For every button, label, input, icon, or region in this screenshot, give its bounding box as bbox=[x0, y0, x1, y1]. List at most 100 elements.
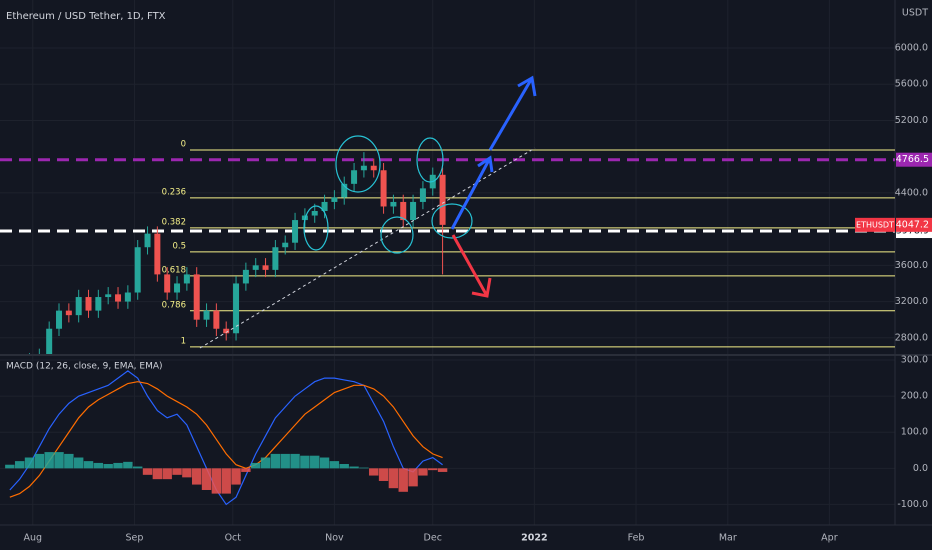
histogram-bar bbox=[359, 467, 369, 469]
candle-body bbox=[164, 274, 171, 293]
histogram-bar bbox=[290, 453, 300, 469]
candle-body bbox=[213, 310, 220, 329]
x-tick-label: Apr bbox=[821, 533, 838, 544]
candle-body bbox=[252, 265, 259, 270]
candle-body bbox=[410, 201, 417, 221]
y-tick-label: 5200.0 bbox=[895, 115, 928, 126]
candle-body bbox=[360, 165, 367, 171]
macd-line bbox=[9, 370, 443, 506]
candle-body bbox=[193, 274, 200, 320]
histogram-bar bbox=[5, 464, 15, 469]
candle-body bbox=[282, 242, 289, 248]
candle-body bbox=[311, 211, 318, 216]
candle-body bbox=[56, 310, 63, 329]
candle-body bbox=[124, 292, 131, 302]
histogram-bar bbox=[34, 453, 45, 469]
histogram-bar bbox=[369, 468, 379, 476]
chart-title: Ethereum / USD Tether, 1D, FTX bbox=[6, 11, 166, 22]
histogram-bar bbox=[349, 466, 359, 469]
histogram-bar bbox=[201, 468, 212, 490]
up-arrow bbox=[450, 155, 494, 230]
axes: 6000.0 5600.0 5200.0 4400.0 3600.0 3200.0 2800… bbox=[23, 42, 932, 544]
y-tick-label: 3200.0 bbox=[895, 296, 928, 307]
down-arrow bbox=[451, 234, 492, 298]
circle bbox=[416, 137, 444, 183]
histogram-bar bbox=[398, 468, 408, 492]
y-tick-label: -100.0 bbox=[897, 499, 928, 510]
candle-body bbox=[272, 247, 279, 270]
fib-label: 0.5 bbox=[172, 241, 186, 251]
candle-body bbox=[65, 310, 72, 316]
histogram-bar bbox=[241, 468, 251, 472]
circle bbox=[380, 216, 414, 254]
candle-body bbox=[75, 297, 82, 316]
up-arrow bbox=[488, 75, 537, 151]
fib-label: 0.786 bbox=[162, 300, 186, 310]
histogram-bar bbox=[132, 466, 143, 469]
histogram-bar bbox=[300, 455, 310, 469]
candle-body bbox=[115, 294, 122, 302]
last-price-box bbox=[896, 217, 932, 232]
histogram-bar bbox=[113, 462, 123, 469]
x-tick-label: 2022 bbox=[521, 533, 547, 544]
candle-body bbox=[292, 220, 299, 243]
histogram-bar bbox=[280, 453, 290, 469]
macd-title: MACD (12, 26, close, 9, EMA, EMA) bbox=[6, 362, 163, 372]
candle-body bbox=[321, 201, 328, 212]
histogram-bar bbox=[428, 468, 438, 471]
histogram-bar bbox=[142, 468, 153, 475]
candle-body bbox=[380, 170, 387, 207]
histogram-bar bbox=[152, 468, 163, 480]
candle-body bbox=[439, 174, 446, 225]
circle bbox=[335, 135, 381, 193]
histogram-bar bbox=[73, 457, 84, 469]
candle-body bbox=[233, 283, 240, 334]
y-tick-label: 5600.0 bbox=[895, 79, 928, 90]
candle-body bbox=[46, 328, 53, 354]
histogram-bar bbox=[123, 461, 133, 469]
candle-body bbox=[341, 183, 348, 198]
candle-body bbox=[262, 265, 269, 270]
histogram-bar bbox=[162, 468, 172, 480]
histogram-bar bbox=[378, 468, 389, 481]
histogram-bar bbox=[221, 468, 231, 494]
y-tick-label: 200.0 bbox=[901, 391, 928, 402]
histogram-bar bbox=[339, 464, 349, 469]
histogram-bar bbox=[103, 464, 113, 469]
histogram-bar bbox=[211, 468, 222, 494]
last-price: 4047.2 bbox=[896, 219, 929, 230]
candle-body bbox=[183, 274, 190, 284]
candle-body bbox=[419, 188, 426, 202]
histogram-bar bbox=[172, 468, 182, 475]
candle-body bbox=[400, 201, 407, 221]
macd-line bbox=[9, 381, 443, 498]
candle-body bbox=[370, 165, 377, 171]
fib-label: 0.618 bbox=[162, 265, 186, 275]
histogram-bar bbox=[64, 453, 74, 469]
candle-body bbox=[223, 328, 230, 334]
x-tick-label: Feb bbox=[628, 533, 645, 544]
histogram-bar bbox=[54, 452, 64, 469]
histogram-bar bbox=[437, 468, 448, 472]
candle-body bbox=[95, 297, 102, 311]
histogram-bar bbox=[408, 468, 418, 487]
price-label: 4766.5 bbox=[896, 154, 929, 165]
candle-body bbox=[331, 197, 338, 202]
histogram-bar bbox=[251, 462, 261, 469]
last-name-box bbox=[855, 217, 895, 232]
candle-body bbox=[85, 297, 92, 311]
histogram-bar bbox=[182, 468, 192, 478]
y-tick-label: 3600.0 bbox=[895, 260, 928, 271]
histogram-bar bbox=[319, 457, 330, 469]
histogram-bar bbox=[329, 461, 340, 469]
histogram-bar bbox=[388, 468, 399, 489]
histogram-bar bbox=[270, 453, 281, 469]
fib-label: 0 bbox=[181, 139, 186, 149]
y-tick-label: 100.0 bbox=[901, 427, 928, 438]
currency: USDT bbox=[902, 8, 928, 19]
candle-body bbox=[390, 201, 397, 207]
price-pane: 0 0.236 0.382 0.5 0.618 0.786 1 bbox=[0, 139, 895, 354]
histogram-bar bbox=[418, 468, 428, 476]
